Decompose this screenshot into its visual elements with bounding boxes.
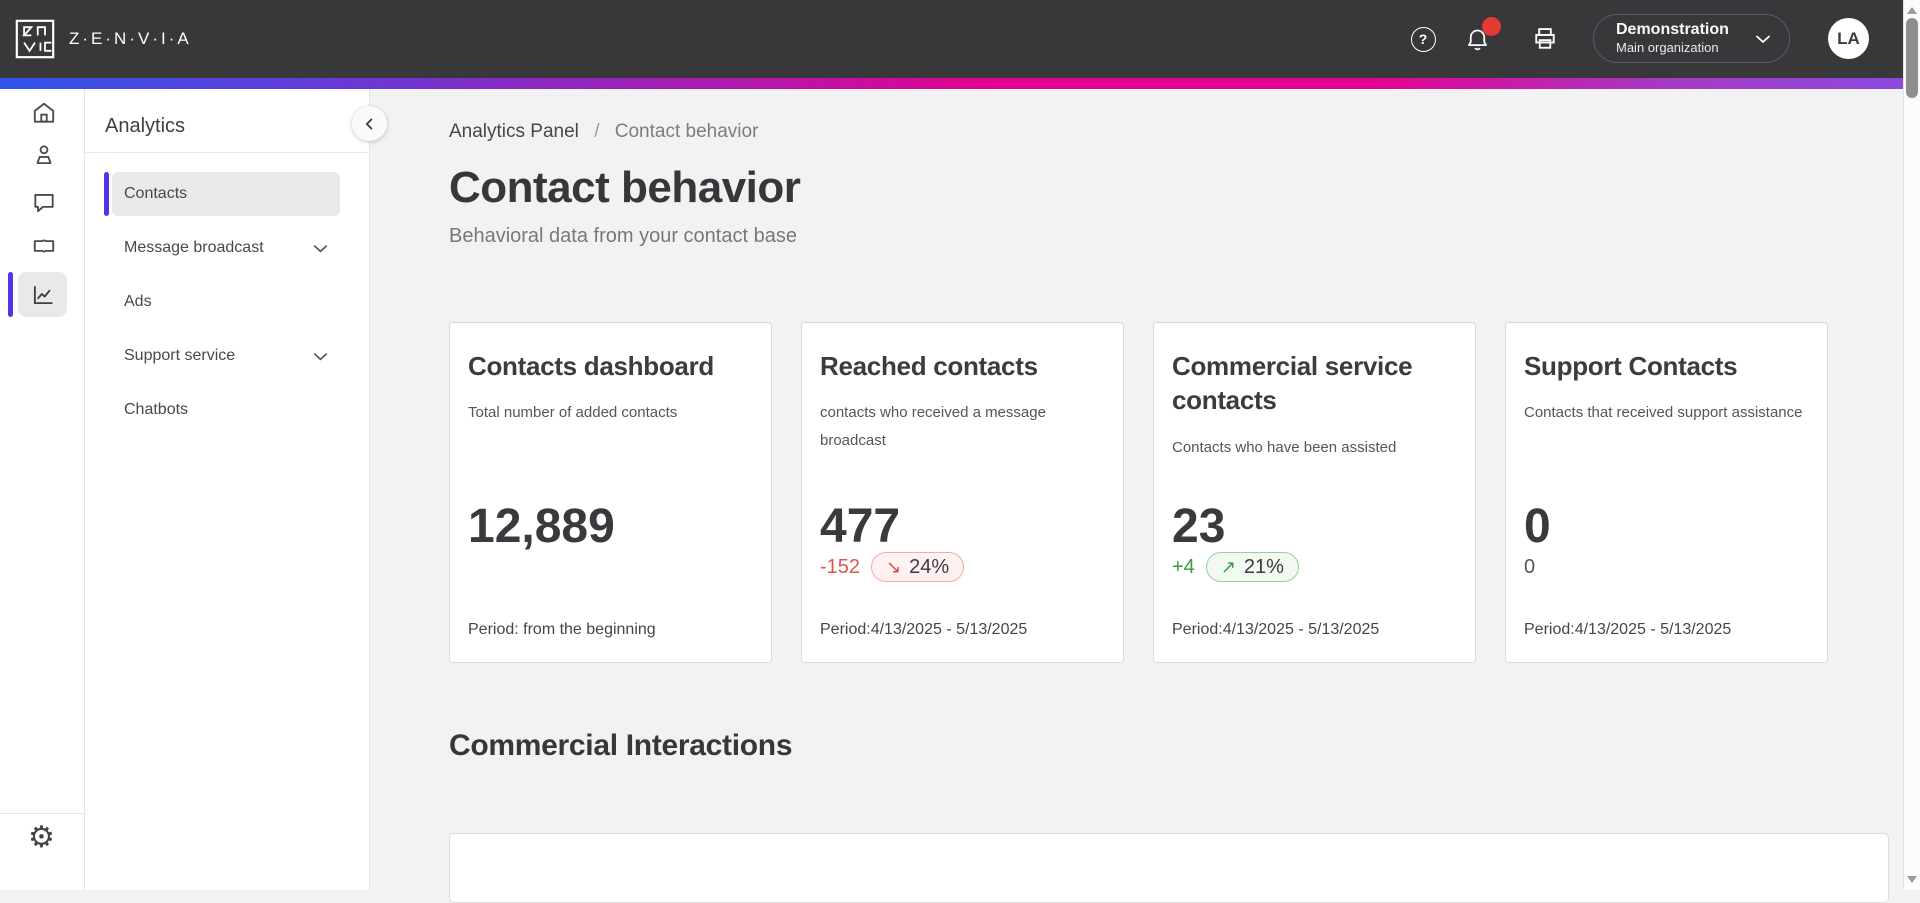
trend-up-icon: ↗	[1220, 556, 1236, 577]
breadcrumb-separator: /	[594, 121, 600, 142]
sidebar-item-contacts-analytics[interactable]: Contacts	[104, 172, 340, 216]
active-nav-indicator	[8, 272, 13, 317]
brand-gradient-bar	[0, 78, 1903, 89]
card-value: 477	[820, 500, 901, 553]
breadcrumb-analytics-panel[interactable]: Analytics Panel	[449, 121, 579, 142]
percent-value: 21%	[1243, 555, 1284, 578]
stat-cards-row: Contacts dashboard Total number of added…	[449, 322, 1903, 663]
sidebar-item-analytics[interactable]	[18, 272, 67, 317]
breadcrumb: Analytics Panel / Contact behavior	[371, 89, 1903, 143]
card-description: Contacts who have been assisted	[1172, 438, 1397, 456]
card-support-contacts: Support Contacts Contacts that received …	[1505, 322, 1828, 663]
delta-value: -152	[820, 555, 861, 578]
avatar[interactable]: LA	[1828, 18, 1869, 59]
sidebar-divider	[85, 152, 369, 153]
card-period: Period:4/13/2025 - 5/13/2025	[1172, 621, 1380, 638]
card-title: Support Contacts	[1524, 351, 1738, 381]
sidebar-item-support-service[interactable]: Support service	[112, 334, 340, 378]
card-period: Period:4/13/2025 - 5/13/2025	[1524, 621, 1732, 638]
top-bar: Z·E·N·V·I·A ? Demonstration Main organiz…	[0, 0, 1903, 78]
card-description: contacts who received a message broadcas…	[820, 404, 1046, 450]
sidebar-menu: Contacts Message broadcast Ads Support s…	[85, 172, 369, 442]
notification-badge	[1481, 16, 1501, 36]
nav-rail: ⚙	[0, 89, 85, 890]
sidebar-item-label: Ads	[124, 293, 152, 310]
card-title: Commercial service contacts	[1172, 351, 1413, 416]
brand-wordmark: Z·E·N·V·I·A	[69, 29, 192, 48]
card-commercial-service-contacts: Commercial service contacts Contacts who…	[1153, 322, 1476, 663]
page-subtitle: Behavioral data from your contact base	[449, 225, 797, 247]
organization-selector[interactable]: Demonstration Main organization	[1593, 14, 1790, 63]
card-title: Reached contacts	[820, 351, 1038, 381]
scrollbar-thumb[interactable]	[1906, 18, 1918, 98]
sidebar-item-contacts[interactable]	[31, 142, 57, 168]
sidebar-item-home[interactable]	[31, 100, 57, 126]
bell-icon	[1464, 16, 1501, 53]
person-icon	[31, 142, 57, 168]
card-description: Total number of added contacts	[468, 404, 678, 422]
analytics-sidebar: Analytics Contacts Message broadcast Ads…	[85, 89, 387, 890]
sidebar-item-label: Contacts	[124, 185, 188, 202]
card-period: Period:4/13/2025 - 5/13/2025	[820, 621, 1028, 638]
scroll-up-arrow[interactable]	[1907, 7, 1917, 14]
chevron-left-icon	[359, 113, 381, 135]
delta-row: 0	[1524, 551, 1535, 583]
delta-row: -152 ↘ 24%	[820, 551, 965, 583]
commercial-interactions-card	[449, 833, 1889, 903]
zenvia-logo[interactable]: Z·E·N·V·I·A	[14, 19, 192, 59]
settings-button[interactable]: ⚙	[28, 823, 55, 853]
sidebar-item-message-broadcast[interactable]: Message broadcast	[112, 226, 340, 270]
chart-icon	[30, 282, 56, 308]
help-icon: ?	[1410, 26, 1436, 52]
chevron-down-icon	[309, 237, 332, 260]
breadcrumb-current: Contact behavior	[614, 121, 759, 142]
organization-label: Demonstration Main organization	[1616, 20, 1729, 56]
zenvia-logo-icon	[14, 19, 56, 59]
card-period: Period: from the beginning	[468, 621, 656, 638]
card-reached-contacts: Reached contacts contacts who received a…	[801, 322, 1124, 663]
help-button[interactable]: ?	[1410, 0, 1436, 78]
organization-name: Demonstration	[1616, 21, 1729, 39]
section-title-commercial-interactions: Commercial Interactions	[449, 729, 793, 762]
chevron-down-icon	[1751, 27, 1775, 51]
sidebar-item-chatbots[interactable]: Chatbots	[112, 388, 340, 432]
home-icon	[31, 100, 57, 126]
sidebar-item-label: Support service	[124, 347, 236, 364]
card-title: Contacts dashboard	[468, 351, 714, 381]
gear-icon: ⚙	[28, 821, 55, 854]
delta-value: 0	[1524, 555, 1536, 578]
card-value: 0	[1524, 500, 1551, 553]
trend-down-icon: ↘	[886, 556, 902, 577]
card-value: 12,889	[468, 500, 615, 553]
sidebar-item-ads[interactable]: Ads	[112, 280, 340, 324]
card-contacts-dashboard: Contacts dashboard Total number of added…	[449, 322, 772, 663]
sidebar-item-label: Message broadcast	[124, 239, 264, 256]
ticket-icon	[31, 233, 57, 259]
sidebar-item-tickets[interactable]	[31, 233, 57, 259]
delta-value: +4	[1172, 555, 1195, 578]
sidebar-item-label: Chatbots	[124, 401, 189, 418]
chat-icon	[31, 189, 57, 215]
sidebar-item-conversations[interactable]	[31, 189, 57, 215]
sidebar-title: Analytics	[105, 115, 186, 137]
percent-value: 24%	[909, 555, 950, 578]
chevron-down-icon	[309, 345, 332, 368]
card-value: 23	[1172, 500, 1226, 553]
organization-subtitle: Main organization	[1616, 40, 1719, 56]
collapse-sidebar-button[interactable]	[352, 106, 387, 141]
vertical-scrollbar[interactable]	[1903, 0, 1920, 890]
page-title: Contact behavior	[449, 163, 801, 212]
print-button[interactable]	[1530, 0, 1560, 78]
delta-row: +4 ↗ 21%	[1172, 551, 1299, 583]
percent-badge: ↗ 21%	[1205, 552, 1299, 582]
rail-divider	[0, 813, 85, 814]
scroll-down-arrow[interactable]	[1907, 876, 1917, 883]
card-description: Contacts that received support assistanc…	[1524, 404, 1803, 422]
percent-badge: ↘ 24%	[871, 552, 965, 582]
printer-icon	[1531, 25, 1559, 53]
main-content: Analytics Panel / Contact behavior Conta…	[371, 89, 1903, 903]
notifications-button[interactable]	[1462, 0, 1501, 78]
